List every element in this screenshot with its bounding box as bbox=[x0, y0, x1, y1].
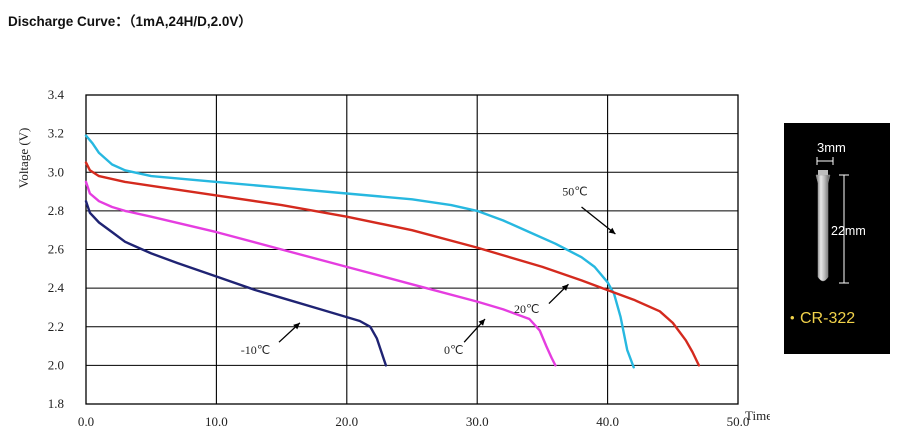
x-tick-label: 20.0 bbox=[335, 414, 358, 429]
annotation-label: -10℃ bbox=[241, 343, 270, 357]
x-tick-labels: 0.0 10.0 20.0 30.0 40.0 50.0 bbox=[78, 414, 750, 429]
x-tick-label: 0.0 bbox=[78, 414, 94, 429]
annotation-label: 20℃ bbox=[514, 302, 539, 316]
series-lines bbox=[84, 134, 701, 369]
grid-lines bbox=[86, 95, 738, 404]
y-tick-label: 2.8 bbox=[48, 203, 64, 218]
arrowhead-icon bbox=[608, 227, 616, 235]
plot-frame bbox=[85, 94, 739, 405]
y-tick-labels: 1.8 2.0 2.2 2.4 2.6 2.8 3.0 3.2 3.4 bbox=[48, 87, 65, 411]
x-axis-label: Time (H) bbox=[745, 408, 770, 423]
y-tick-label: 3.2 bbox=[48, 126, 64, 141]
battery-cell bbox=[815, 174, 831, 282]
length-label: 22mm bbox=[831, 224, 866, 238]
y-tick-label: 1.8 bbox=[48, 396, 64, 411]
model-label: CR-322 bbox=[800, 310, 855, 327]
battery-image: 3mm 22mm • CR-322 bbox=[784, 123, 890, 354]
annotation-label: 0℃ bbox=[444, 343, 463, 357]
y-tick-label: 3.4 bbox=[48, 87, 65, 102]
series-line bbox=[84, 161, 701, 367]
y-tick-label: 2.0 bbox=[48, 357, 64, 372]
series-line bbox=[84, 199, 388, 367]
x-tick-label: 50.0 bbox=[727, 414, 750, 429]
x-tick-label: 30.0 bbox=[466, 414, 489, 429]
y-tick-label: 2.6 bbox=[48, 242, 65, 257]
diameter-label: 3mm bbox=[817, 140, 846, 155]
annotation-label: 50℃ bbox=[562, 184, 587, 198]
annotation-arrow bbox=[581, 206, 616, 235]
chart-title: Discharge Curve：（1mA,24H/D,2.0V） bbox=[8, 14, 252, 29]
x-tick-label: 10.0 bbox=[205, 414, 228, 429]
discharge-chart: 1.8 2.0 2.2 2.4 2.6 2.8 3.0 3.2 3.4 0.0 10.0 20.0 3… bbox=[16, 87, 770, 429]
y-tick-label: 2.2 bbox=[48, 319, 64, 334]
series-line bbox=[84, 180, 557, 367]
x-tick-label: 40.0 bbox=[596, 414, 619, 429]
annotations: 50℃ 20℃ 0℃ -10℃ bbox=[241, 184, 616, 357]
y-tick-label: 3.0 bbox=[48, 164, 64, 179]
y-axis-label: Voltage (V) bbox=[16, 128, 31, 189]
series-line bbox=[84, 134, 635, 369]
bullet-icon: • bbox=[790, 310, 795, 325]
y-tick-label: 2.4 bbox=[48, 280, 65, 295]
arrowhead-icon bbox=[293, 322, 300, 330]
arrowhead-icon bbox=[561, 284, 569, 291]
arrowhead-icon bbox=[478, 319, 486, 326]
